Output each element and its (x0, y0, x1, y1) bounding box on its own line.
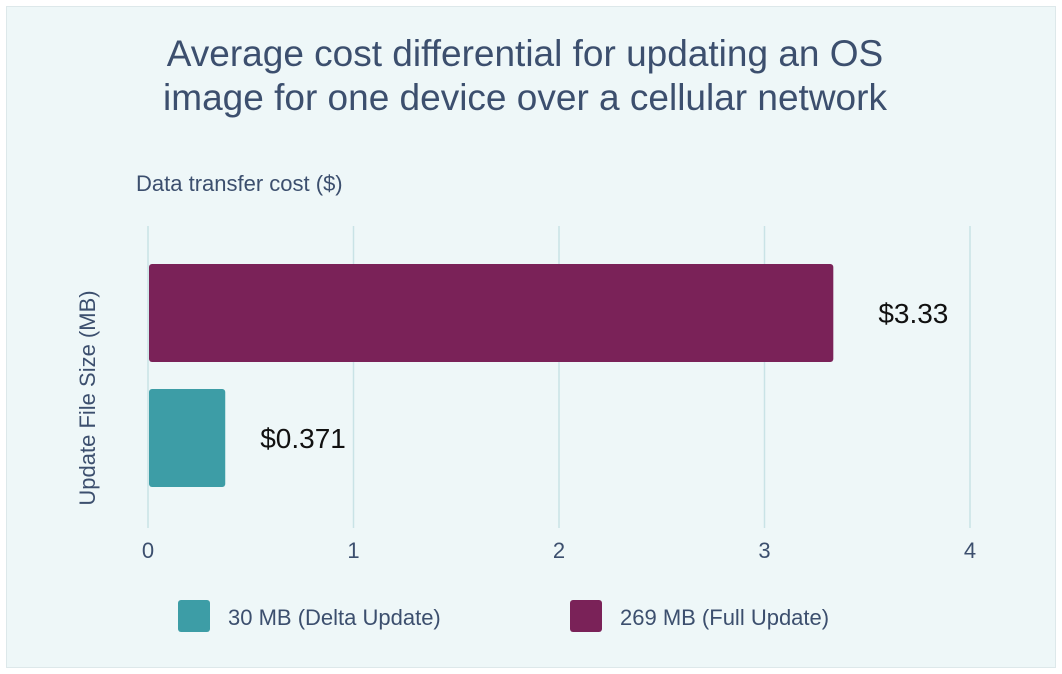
legend-swatch-full-update (570, 600, 602, 632)
x-tick-label-0: 0 (142, 538, 154, 563)
x-tick-label-3: 3 (758, 538, 770, 563)
y-axis-title: Update File Size (MB) (75, 290, 100, 505)
chart-title: Average cost differential for updating a… (0, 32, 1050, 120)
legend-swatch-delta-update (178, 600, 210, 632)
x-tick-label-1: 1 (347, 538, 359, 563)
x-tick-label-4: 4 (964, 538, 976, 563)
x-axis-title: Data transfer cost ($) (136, 171, 343, 196)
x-tick-label-2: 2 (553, 538, 565, 563)
data-label-full-update: $3.33 (878, 298, 948, 329)
x-tick-labels: 0 1 2 3 4 (142, 538, 976, 563)
legend-label-full-update: 269 MB (Full Update) (620, 605, 829, 630)
bar-full-update (149, 264, 834, 362)
data-label-delta-update: $0.371 (260, 423, 346, 454)
chart-title-line-1: Average cost differential for updating a… (166, 33, 884, 74)
legend: 30 MB (Delta Update) 269 MB (Full Update) (178, 600, 829, 632)
bar-delta-update (149, 389, 226, 487)
data-labels: $3.33 $0.371 (260, 298, 948, 454)
bars (149, 264, 834, 487)
chart-title-line-2: image for one device over a cellular net… (163, 77, 887, 118)
legend-label-delta-update: 30 MB (Delta Update) (228, 605, 441, 630)
